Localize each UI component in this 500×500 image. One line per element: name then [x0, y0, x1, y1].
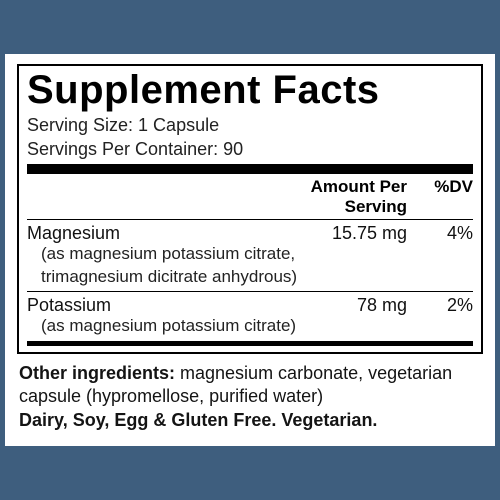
nutrient-subtext: (as magnesium potassium citrate) [27, 316, 473, 339]
nutrient-amount: 15.75 mg [297, 223, 417, 244]
column-header-row: Amount Per Serving %DV [27, 174, 473, 219]
facts-panel: Supplement Facts Serving Size: 1 Capsule… [5, 54, 495, 446]
nutrient-dv: 2% [417, 295, 473, 316]
nutrient-row: Potassium 78 mg 2% [27, 292, 473, 316]
servings-per-container: Servings Per Container: 90 [27, 136, 473, 161]
header-dv: %DV [417, 177, 473, 217]
serving-size: Serving Size: 1 Capsule [27, 112, 473, 137]
rule-med [27, 341, 473, 346]
header-amount: Amount Per Serving [247, 177, 417, 217]
nutrient-name: Magnesium [27, 223, 297, 244]
nutrient-row: Magnesium 15.75 mg 4% [27, 220, 473, 244]
nutrient-dv: 4% [417, 223, 473, 244]
other-ingredients: Other ingredients: magnesium carbonate, … [19, 362, 481, 409]
allergen-statement: Dairy, Soy, Egg & Gluten Free. Vegetaria… [19, 409, 481, 432]
footer-block: Other ingredients: magnesium carbonate, … [17, 354, 483, 432]
nutrient-name: Potassium [27, 295, 297, 316]
nutrient-amount: 78 mg [297, 295, 417, 316]
nutrient-subtext: (as magnesium potassium citrate, [27, 244, 473, 267]
other-ingredients-label: Other ingredients: [19, 363, 175, 383]
rule-thick [27, 164, 473, 174]
facts-box: Supplement Facts Serving Size: 1 Capsule… [17, 64, 483, 354]
nutrient-subtext: trimagnesium dicitrate anhydrous) [27, 267, 473, 290]
panel-title: Supplement Facts [27, 70, 473, 112]
